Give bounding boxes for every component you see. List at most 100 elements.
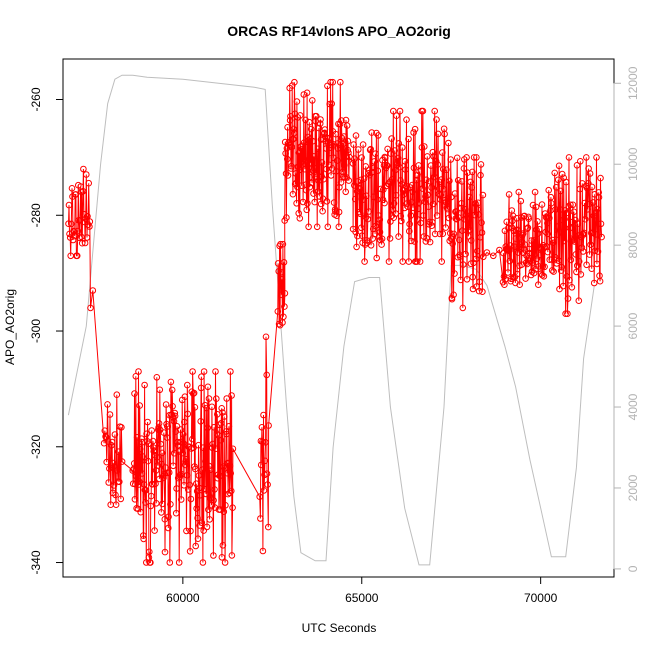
apo-point	[390, 200, 398, 207]
apo-point	[436, 230, 444, 238]
apo-point	[474, 199, 482, 207]
apo-point	[421, 143, 428, 150]
apo-point	[112, 491, 119, 499]
apo-point	[301, 157, 309, 164]
apo-point	[209, 440, 216, 448]
axes: 60000 65000 70000 -260 -280 -300 -320 -340 0 2000…	[29, 66, 640, 605]
apo-point	[472, 200, 479, 207]
apo-point	[225, 423, 233, 430]
apo-point	[169, 403, 176, 410]
apo-point	[216, 472, 223, 480]
apo-point	[576, 185, 584, 193]
apo-point	[312, 170, 320, 177]
apo-point	[467, 260, 475, 268]
apo-point	[549, 236, 557, 244]
apo-point	[293, 98, 301, 105]
apo-point	[229, 504, 236, 512]
apo-point	[562, 310, 569, 318]
apo-point	[197, 418, 204, 425]
apo-point	[210, 424, 218, 431]
apo-point	[262, 333, 270, 341]
apo-point	[379, 196, 387, 204]
apo-point	[141, 381, 148, 389]
apo-point	[377, 236, 384, 244]
apo-point	[410, 129, 417, 136]
apo-point	[216, 421, 223, 429]
apo-point	[288, 143, 296, 151]
apo-point	[284, 172, 292, 179]
apo-point	[307, 125, 315, 133]
apo-point	[73, 252, 81, 260]
apo-point	[453, 215, 461, 223]
apo-point	[222, 502, 229, 509]
apo-point	[512, 235, 520, 242]
apo-point	[296, 215, 304, 222]
apo-point	[142, 499, 149, 506]
apo-point	[571, 235, 579, 243]
apo-point	[538, 201, 546, 208]
altitude-series	[67, 74, 595, 566]
apo-point	[210, 497, 217, 504]
apo-point	[428, 184, 435, 191]
y-tick-label: -340	[29, 550, 43, 574]
apo-point	[399, 144, 406, 151]
apo-point	[357, 176, 365, 184]
apo-point	[263, 371, 271, 379]
apo-point	[428, 222, 436, 229]
apo-point	[552, 206, 559, 213]
apo-point	[464, 169, 471, 176]
apo-point	[439, 230, 447, 237]
apo-point	[304, 200, 311, 207]
apo-point	[361, 258, 368, 265]
apo-point	[417, 219, 425, 227]
apo-point	[157, 440, 165, 448]
apo-point	[381, 153, 389, 161]
apo-point	[151, 451, 159, 459]
apo-point	[474, 247, 481, 255]
apo-point	[217, 506, 224, 513]
apo-point	[181, 393, 189, 401]
apo-point	[564, 310, 571, 318]
y2-tick-label: 6000	[626, 312, 640, 339]
apo-point	[548, 267, 556, 274]
apo-point	[577, 271, 585, 278]
apo-point	[274, 308, 282, 315]
apo-point	[591, 247, 599, 255]
apo-point	[394, 154, 402, 162]
apo-point	[572, 251, 580, 258]
apo-point	[200, 368, 208, 375]
apo-point	[371, 158, 378, 165]
apo-point	[475, 287, 483, 295]
apo-point	[152, 480, 159, 488]
apo-point	[217, 420, 225, 427]
apo-point	[180, 439, 187, 447]
apo-point	[158, 509, 165, 516]
apo-point	[409, 188, 417, 196]
apo-point	[184, 381, 191, 389]
apo-point	[521, 241, 529, 248]
apo-point	[455, 214, 462, 221]
apo-point	[588, 265, 596, 273]
apo-point	[327, 172, 335, 179]
apo-point	[179, 449, 186, 457]
apo-point	[151, 447, 158, 454]
apo-point	[185, 486, 192, 493]
apo-point	[117, 495, 125, 503]
apo-point	[173, 485, 180, 492]
apo-point	[460, 165, 468, 172]
apo-point	[462, 250, 469, 258]
apo-point	[204, 424, 211, 432]
apo-point	[450, 230, 458, 238]
apo-point	[446, 177, 453, 185]
apo-point	[583, 261, 590, 269]
apo-point	[583, 154, 590, 161]
apo-point	[454, 177, 462, 184]
apo-point	[397, 212, 405, 220]
apo-point	[343, 153, 350, 160]
apo-point	[199, 559, 207, 566]
apo-point	[167, 501, 174, 508]
apo-point	[337, 78, 344, 86]
apo-point	[345, 177, 353, 184]
y2-tick-label: 0	[626, 565, 640, 572]
apo-point	[393, 112, 400, 119]
